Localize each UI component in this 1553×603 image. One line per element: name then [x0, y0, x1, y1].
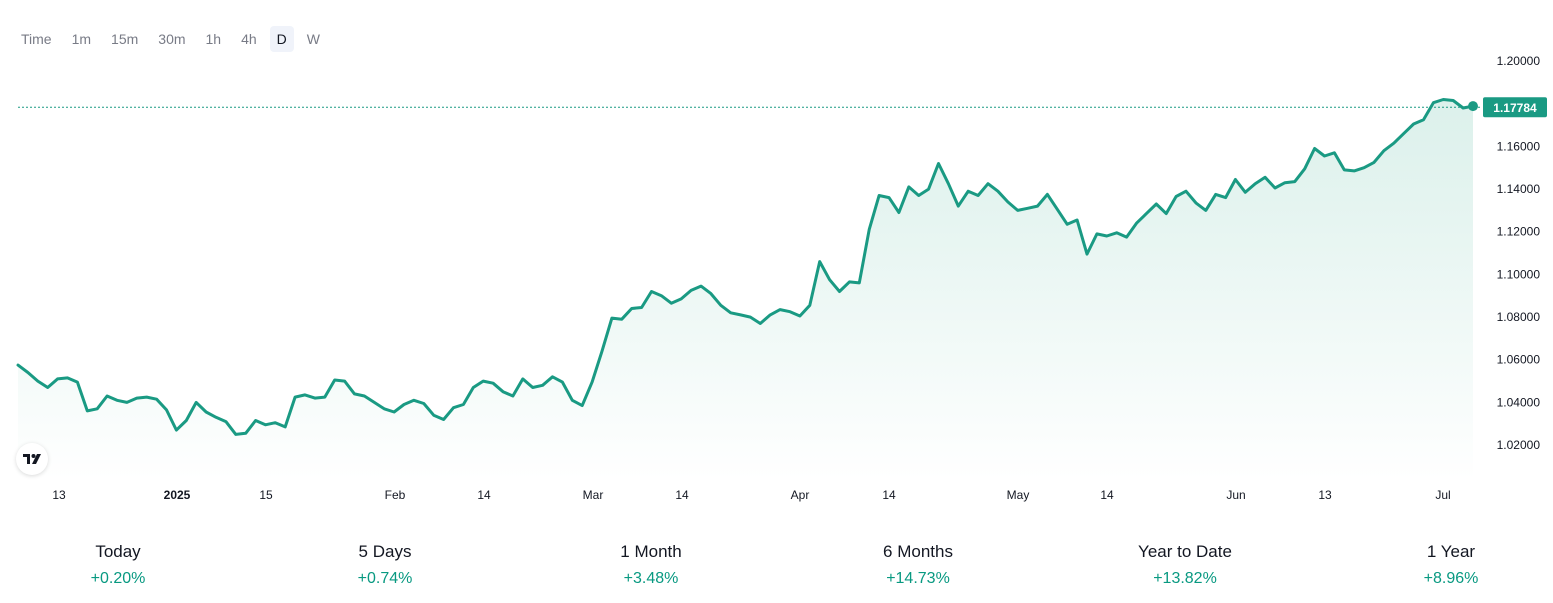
interval-w[interactable]: W	[306, 31, 321, 47]
y-tick-label: 1.12000	[1497, 225, 1541, 239]
stat-5-days[interactable]: 5 Days +0.74%	[358, 540, 413, 591]
stat-label: 1 Year	[1426, 542, 1476, 561]
x-tick-label: May	[1007, 488, 1030, 502]
x-tick-label: 14	[675, 488, 689, 502]
stat-today[interactable]: Today +0.20%	[91, 540, 146, 591]
y-tick-label: 1.10000	[1497, 267, 1541, 281]
last-price-badge	[1483, 97, 1547, 118]
performance-stats: Today +0.20% 5 Days +0.74% 1 Month +3.48…	[0, 540, 1553, 600]
stat-1-month[interactable]: 1 Month +3.48%	[620, 540, 681, 591]
stat-label: Year to Date	[1138, 542, 1232, 561]
x-tick-label: Apr	[791, 488, 810, 502]
time-label: Time	[21, 31, 52, 47]
x-tick-label: 13	[1318, 488, 1332, 502]
stat-value: +0.74%	[357, 570, 413, 587]
last-price-label: 1.17784	[1493, 101, 1537, 115]
price-line[interactable]	[16, 98, 1475, 436]
interval-30m[interactable]: 30m	[158, 31, 186, 47]
x-tick-label: 13	[52, 488, 66, 502]
x-tick-label: Jun	[1226, 488, 1245, 502]
last-price-dot	[1468, 101, 1478, 112]
stat-1-year[interactable]: 1 Year +8.96%	[1424, 540, 1479, 591]
x-tick-label: 14	[1100, 488, 1114, 502]
x-tick-label: 15	[259, 488, 273, 502]
interval-d[interactable]: D	[269, 26, 294, 52]
interval-1m[interactable]: 1m	[71, 31, 92, 47]
y-tick-label: 1.14000	[1497, 182, 1541, 196]
y-tick-label: 1.08000	[1497, 310, 1541, 324]
tradingview-logo-icon[interactable]	[16, 443, 48, 475]
y-tick-label: 1.06000	[1497, 353, 1541, 367]
interval-15m[interactable]: 15m	[111, 31, 139, 47]
stat-label: 1 Month	[620, 542, 682, 561]
stat-value: +0.20%	[90, 570, 146, 587]
x-tick-label: Mar	[583, 488, 604, 502]
price-area-fill	[18, 99, 1473, 480]
stat-label: 6 Months	[883, 542, 953, 561]
stat-6-months[interactable]: 6 Months +14.73%	[883, 540, 953, 591]
interval-4h[interactable]: 4h	[241, 31, 257, 47]
stat-label: Today	[95, 542, 141, 561]
timeframe-toolbar: Time 1m 15m 30m 1h 4h D W	[14, 26, 333, 52]
x-tick-label: 14	[477, 488, 491, 502]
y-tick-label: 1.16000	[1497, 139, 1541, 153]
x-tick-label: Jul	[1435, 488, 1450, 502]
x-tick-label: Feb	[385, 488, 406, 502]
stat-value: +14.73%	[886, 570, 950, 587]
stat-value: +13.82%	[1153, 570, 1217, 587]
price-chart[interactable]: 1.02000 1.04000 1.06000 1.08000 1.10000 1.120…	[0, 0, 1553, 520]
y-tick-label: 1.20000	[1497, 54, 1541, 68]
interval-1h[interactable]: 1h	[205, 31, 222, 47]
y-tick-label: 1.04000	[1497, 395, 1541, 409]
x-tick-label: 14	[882, 488, 896, 502]
stat-year-to-date[interactable]: Year to Date +13.82%	[1138, 540, 1232, 591]
stat-value: +8.96%	[1423, 570, 1479, 587]
x-tick-label: 2025	[164, 488, 191, 502]
y-tick-label: 1.02000	[1497, 438, 1541, 452]
stat-label: 5 Days	[358, 542, 412, 561]
stat-value: +3.48%	[623, 570, 679, 587]
